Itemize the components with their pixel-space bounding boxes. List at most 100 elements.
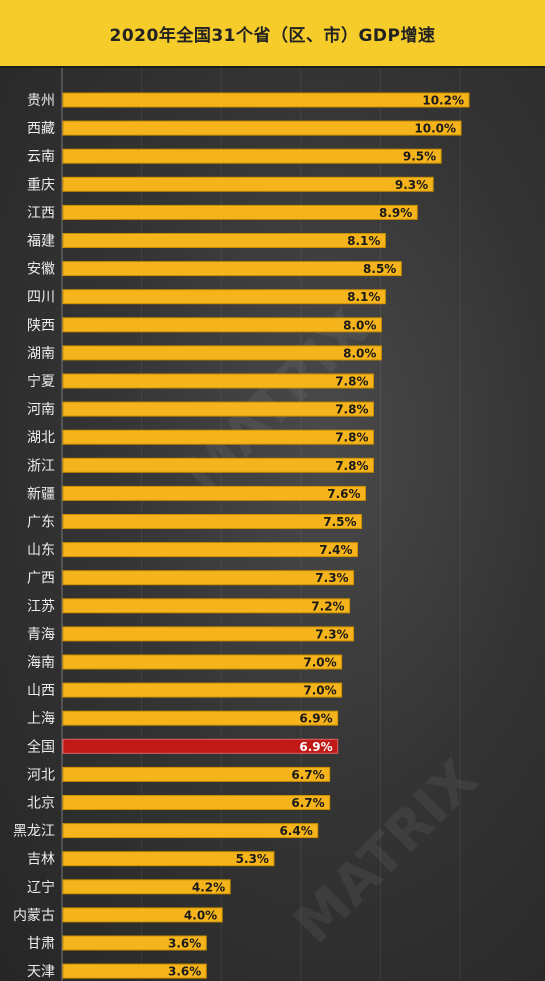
value-label: 9.3% <box>395 178 428 192</box>
chart-header: 2020年全国31个省（区、市）GDP增速 <box>0 0 545 66</box>
category-label: 山东 <box>27 543 55 559</box>
bar <box>62 514 363 529</box>
value-label: 6.4% <box>279 824 312 838</box>
bar <box>62 935 207 951</box>
category-label: 海南 <box>27 655 55 671</box>
category-label: 陕西 <box>27 318 55 334</box>
value-label: 10.0% <box>414 122 456 136</box>
value-label: 7.3% <box>315 571 348 585</box>
value-label: 7.8% <box>335 375 368 389</box>
value-label: 8.1% <box>347 234 380 248</box>
value-label: 8.9% <box>379 206 412 220</box>
category-label: 甘肃 <box>27 936 55 952</box>
category-label: 江苏 <box>27 599 55 615</box>
bar <box>62 570 355 586</box>
bar <box>62 345 382 361</box>
bar <box>62 542 359 558</box>
category-label: 全国 <box>27 738 55 755</box>
value-label: 4.2% <box>192 880 225 894</box>
value-label: 7.8% <box>335 431 368 445</box>
header-divider <box>0 66 545 68</box>
category-label: 宁夏 <box>27 373 55 390</box>
category-label: 四川 <box>27 290 55 306</box>
category-label: 河南 <box>27 402 55 418</box>
category-label: 北京 <box>27 796 55 812</box>
bar <box>62 682 343 698</box>
category-label: 江西 <box>27 205 55 221</box>
value-label: 6.7% <box>291 768 324 782</box>
bar <box>62 598 351 614</box>
value-label: 7.0% <box>303 656 336 670</box>
bar <box>62 766 331 782</box>
value-label: 6.9% <box>299 740 332 754</box>
category-label: 上海 <box>27 711 55 727</box>
value-label: 7.5% <box>323 515 356 529</box>
category-label: 贵州 <box>27 93 55 109</box>
category-label: 新疆 <box>27 486 55 502</box>
category-label: 辽宁 <box>27 879 55 896</box>
bar <box>62 485 367 501</box>
bar <box>62 795 331 810</box>
bar <box>62 654 343 670</box>
category-label: 福建 <box>27 234 55 250</box>
category-label: 浙江 <box>27 458 55 474</box>
category-label: 安徽 <box>27 262 55 278</box>
category-label: 内蒙古 <box>13 908 55 924</box>
value-label: 5.3% <box>236 852 269 866</box>
bar <box>62 429 374 445</box>
category-label: 山西 <box>27 683 55 699</box>
value-label: 8.0% <box>343 346 376 360</box>
value-label: 6.9% <box>299 712 332 726</box>
bar <box>62 120 462 136</box>
value-label: 7.6% <box>327 487 360 501</box>
bar <box>62 626 355 642</box>
bar <box>62 907 223 923</box>
bar <box>62 879 231 895</box>
value-label: 7.8% <box>335 459 368 473</box>
bar <box>62 373 374 389</box>
category-label: 吉林 <box>27 852 55 868</box>
bar <box>62 204 418 220</box>
bar <box>62 710 339 726</box>
chart-title: 2020年全国31个省（区、市）GDP增速 <box>109 25 436 46</box>
value-label: 9.5% <box>403 150 436 164</box>
value-label: 8.5% <box>363 262 396 276</box>
bar <box>62 963 207 979</box>
category-label: 广西 <box>27 571 55 587</box>
bar <box>62 261 402 277</box>
value-label: 7.2% <box>311 599 344 613</box>
bar <box>62 233 386 248</box>
category-label: 重庆 <box>27 177 55 193</box>
category-label: 广东 <box>27 515 55 531</box>
value-label: 7.3% <box>315 627 348 641</box>
bar-chart: 贵州 10.2% 西藏 10.0% 云南 9.5% 重庆 9.3% 江西 8.9% 福建 8.1% 安徽… <box>13 68 470 981</box>
bar <box>62 317 382 333</box>
value-label: 7.4% <box>319 543 352 557</box>
category-label: 云南 <box>27 149 55 165</box>
category-label: 湖南 <box>27 346 55 362</box>
bar <box>62 823 319 839</box>
category-label: 湖北 <box>27 430 55 446</box>
bar <box>62 92 470 108</box>
value-label: 8.0% <box>343 318 376 332</box>
value-label: 3.6% <box>168 965 201 979</box>
value-label: 7.0% <box>303 684 336 698</box>
bar <box>62 851 275 867</box>
bar <box>62 457 374 473</box>
bar <box>62 176 434 192</box>
category-label: 河北 <box>27 767 55 783</box>
bar-highlight <box>62 738 339 754</box>
value-label: 7.8% <box>335 403 368 417</box>
value-label: 8.1% <box>347 290 380 304</box>
category-label: 西藏 <box>27 121 55 137</box>
value-label: 6.7% <box>291 796 324 810</box>
bar <box>62 148 442 164</box>
bar <box>62 401 374 417</box>
value-label: 4.0% <box>184 908 217 922</box>
category-label: 黑龙江 <box>13 824 55 840</box>
value-label: 3.6% <box>168 937 201 951</box>
value-label: 10.2% <box>422 94 464 108</box>
bar <box>62 289 386 305</box>
category-label: 青海 <box>27 627 55 643</box>
category-label: 天津 <box>27 964 55 980</box>
